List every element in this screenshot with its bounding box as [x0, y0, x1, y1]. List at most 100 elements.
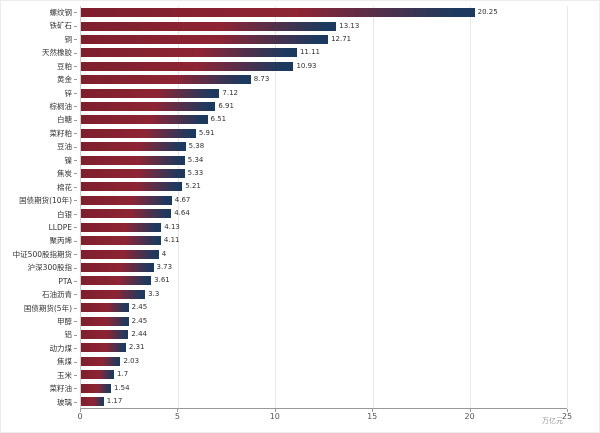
bar	[81, 21, 337, 31]
bar-row: 11.11	[81, 46, 567, 59]
bar	[81, 128, 196, 138]
label-row: 菜籽粕	[0, 127, 77, 140]
label-row: 白糖	[0, 114, 77, 127]
bar	[81, 329, 129, 339]
bar-row: 2.45	[81, 314, 567, 327]
value-label: 5.38	[188, 142, 205, 151]
y-tick-mark	[74, 52, 77, 54]
bar	[81, 396, 104, 406]
category-label: 铝	[64, 330, 73, 340]
category-label: 螺纹钢	[49, 7, 73, 17]
label-row: 铝	[0, 329, 77, 342]
bar-row: 6.91	[81, 100, 567, 113]
bar	[81, 303, 129, 313]
label-row: 焦煤	[0, 355, 77, 368]
label-row: 铜	[0, 33, 77, 46]
label-row: PTA	[0, 275, 77, 288]
y-tick-mark	[74, 12, 77, 14]
category-label: 棕榈油	[49, 102, 73, 112]
label-row: 天然橡胶	[0, 46, 77, 59]
bar	[81, 48, 297, 58]
bar-row: 1.54	[81, 381, 567, 394]
y-tick-mark	[74, 119, 77, 121]
value-label: 4.13	[164, 222, 180, 231]
value-label: 6.91	[218, 102, 234, 111]
label-row: 菜籽油	[0, 382, 77, 395]
bar-row: 20.25	[81, 6, 567, 19]
bar-row: 1.17	[81, 395, 567, 408]
value-label: 3.73	[156, 262, 173, 271]
y-tick-mark	[74, 267, 77, 269]
y-tick-mark	[74, 160, 77, 162]
x-tick-label: 15	[367, 412, 378, 421]
category-label: 棉花	[57, 182, 72, 192]
category-label: 豆油	[57, 142, 72, 152]
bar-row: 5.91	[81, 127, 567, 140]
category-label: 中证500股指期货	[12, 249, 72, 259]
category-label: 国债期货(5年)	[23, 303, 72, 313]
category-label: 甲醇	[57, 317, 72, 327]
bar-row: 4	[81, 247, 567, 260]
x-tick-mark	[80, 409, 81, 412]
y-tick-mark	[74, 106, 77, 108]
bar	[81, 343, 126, 353]
bar	[81, 75, 251, 85]
y-tick-mark	[74, 200, 77, 202]
bar	[81, 316, 129, 326]
x-tick-mark	[177, 409, 179, 412]
value-label: 5.91	[198, 128, 215, 137]
bar	[81, 356, 121, 366]
y-tick-mark	[74, 25, 77, 27]
x-tick-mark	[469, 409, 471, 412]
label-row: LLDPE	[0, 221, 77, 234]
bar	[81, 115, 208, 125]
y-tick-mark	[74, 92, 77, 94]
value-label: 4	[161, 249, 167, 258]
y-tick-mark	[74, 307, 77, 309]
bar	[81, 249, 159, 259]
value-label: 3.3	[148, 289, 160, 298]
label-row: 锌	[0, 87, 77, 100]
bar	[81, 222, 162, 232]
bar-row: 6.51	[81, 113, 567, 126]
value-label: 5.33	[187, 169, 204, 178]
bar	[81, 142, 186, 152]
value-label: 5.34	[187, 155, 204, 164]
gridline	[275, 6, 277, 408]
bar-row: 4.13	[81, 221, 567, 234]
category-label: 玉米	[57, 370, 72, 380]
label-row: 石油沥青	[0, 288, 77, 301]
bar	[81, 289, 146, 299]
y-tick-mark	[74, 321, 77, 323]
gridline	[469, 6, 471, 408]
y-tick-mark	[74, 79, 77, 81]
label-row: 中证500股指期货	[0, 248, 77, 261]
label-row: 黄金	[0, 73, 77, 86]
category-label: 镍	[64, 155, 73, 165]
label-row: 甲醇	[0, 315, 77, 328]
bar-row: 2.31	[81, 341, 567, 354]
bar	[81, 209, 172, 219]
y-tick-mark	[74, 361, 77, 363]
value-label: 13.13	[339, 21, 360, 30]
value-label: 2.03	[123, 356, 140, 365]
y-tick-mark	[74, 280, 77, 282]
bar	[81, 182, 183, 192]
category-label: 国债期货(10年)	[19, 196, 72, 206]
x-tick-label: 5	[174, 412, 180, 421]
y-tick-mark	[74, 334, 77, 336]
bar	[81, 155, 185, 165]
category-label: 菜籽油	[49, 384, 73, 394]
value-label: 10.93	[296, 61, 317, 70]
bar	[81, 88, 220, 98]
label-row: 玻璃	[0, 396, 77, 409]
x-axis: 万亿元 0 5 10 15 20 25	[77, 409, 572, 433]
category-label: 白糖	[57, 115, 72, 125]
y-tick-mark	[74, 146, 77, 148]
value-label: 8.73	[253, 75, 270, 84]
x-tick-label: 20	[464, 412, 475, 421]
value-label: 1.7	[117, 370, 129, 379]
x-tick-mark	[567, 409, 568, 412]
label-row: 沪深300股指	[0, 261, 77, 274]
label-row: 铁矿石	[0, 19, 77, 32]
